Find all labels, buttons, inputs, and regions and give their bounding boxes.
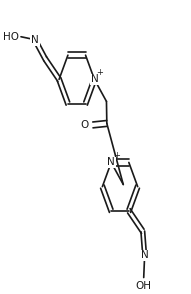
Text: +: +	[113, 151, 120, 161]
Text: O: O	[80, 120, 88, 130]
Text: N: N	[107, 158, 115, 168]
Text: +: +	[96, 69, 103, 77]
Text: N: N	[141, 250, 149, 260]
Text: HO: HO	[3, 32, 19, 42]
Text: N: N	[31, 35, 39, 45]
Text: N: N	[91, 74, 98, 84]
Text: OH: OH	[136, 281, 152, 291]
